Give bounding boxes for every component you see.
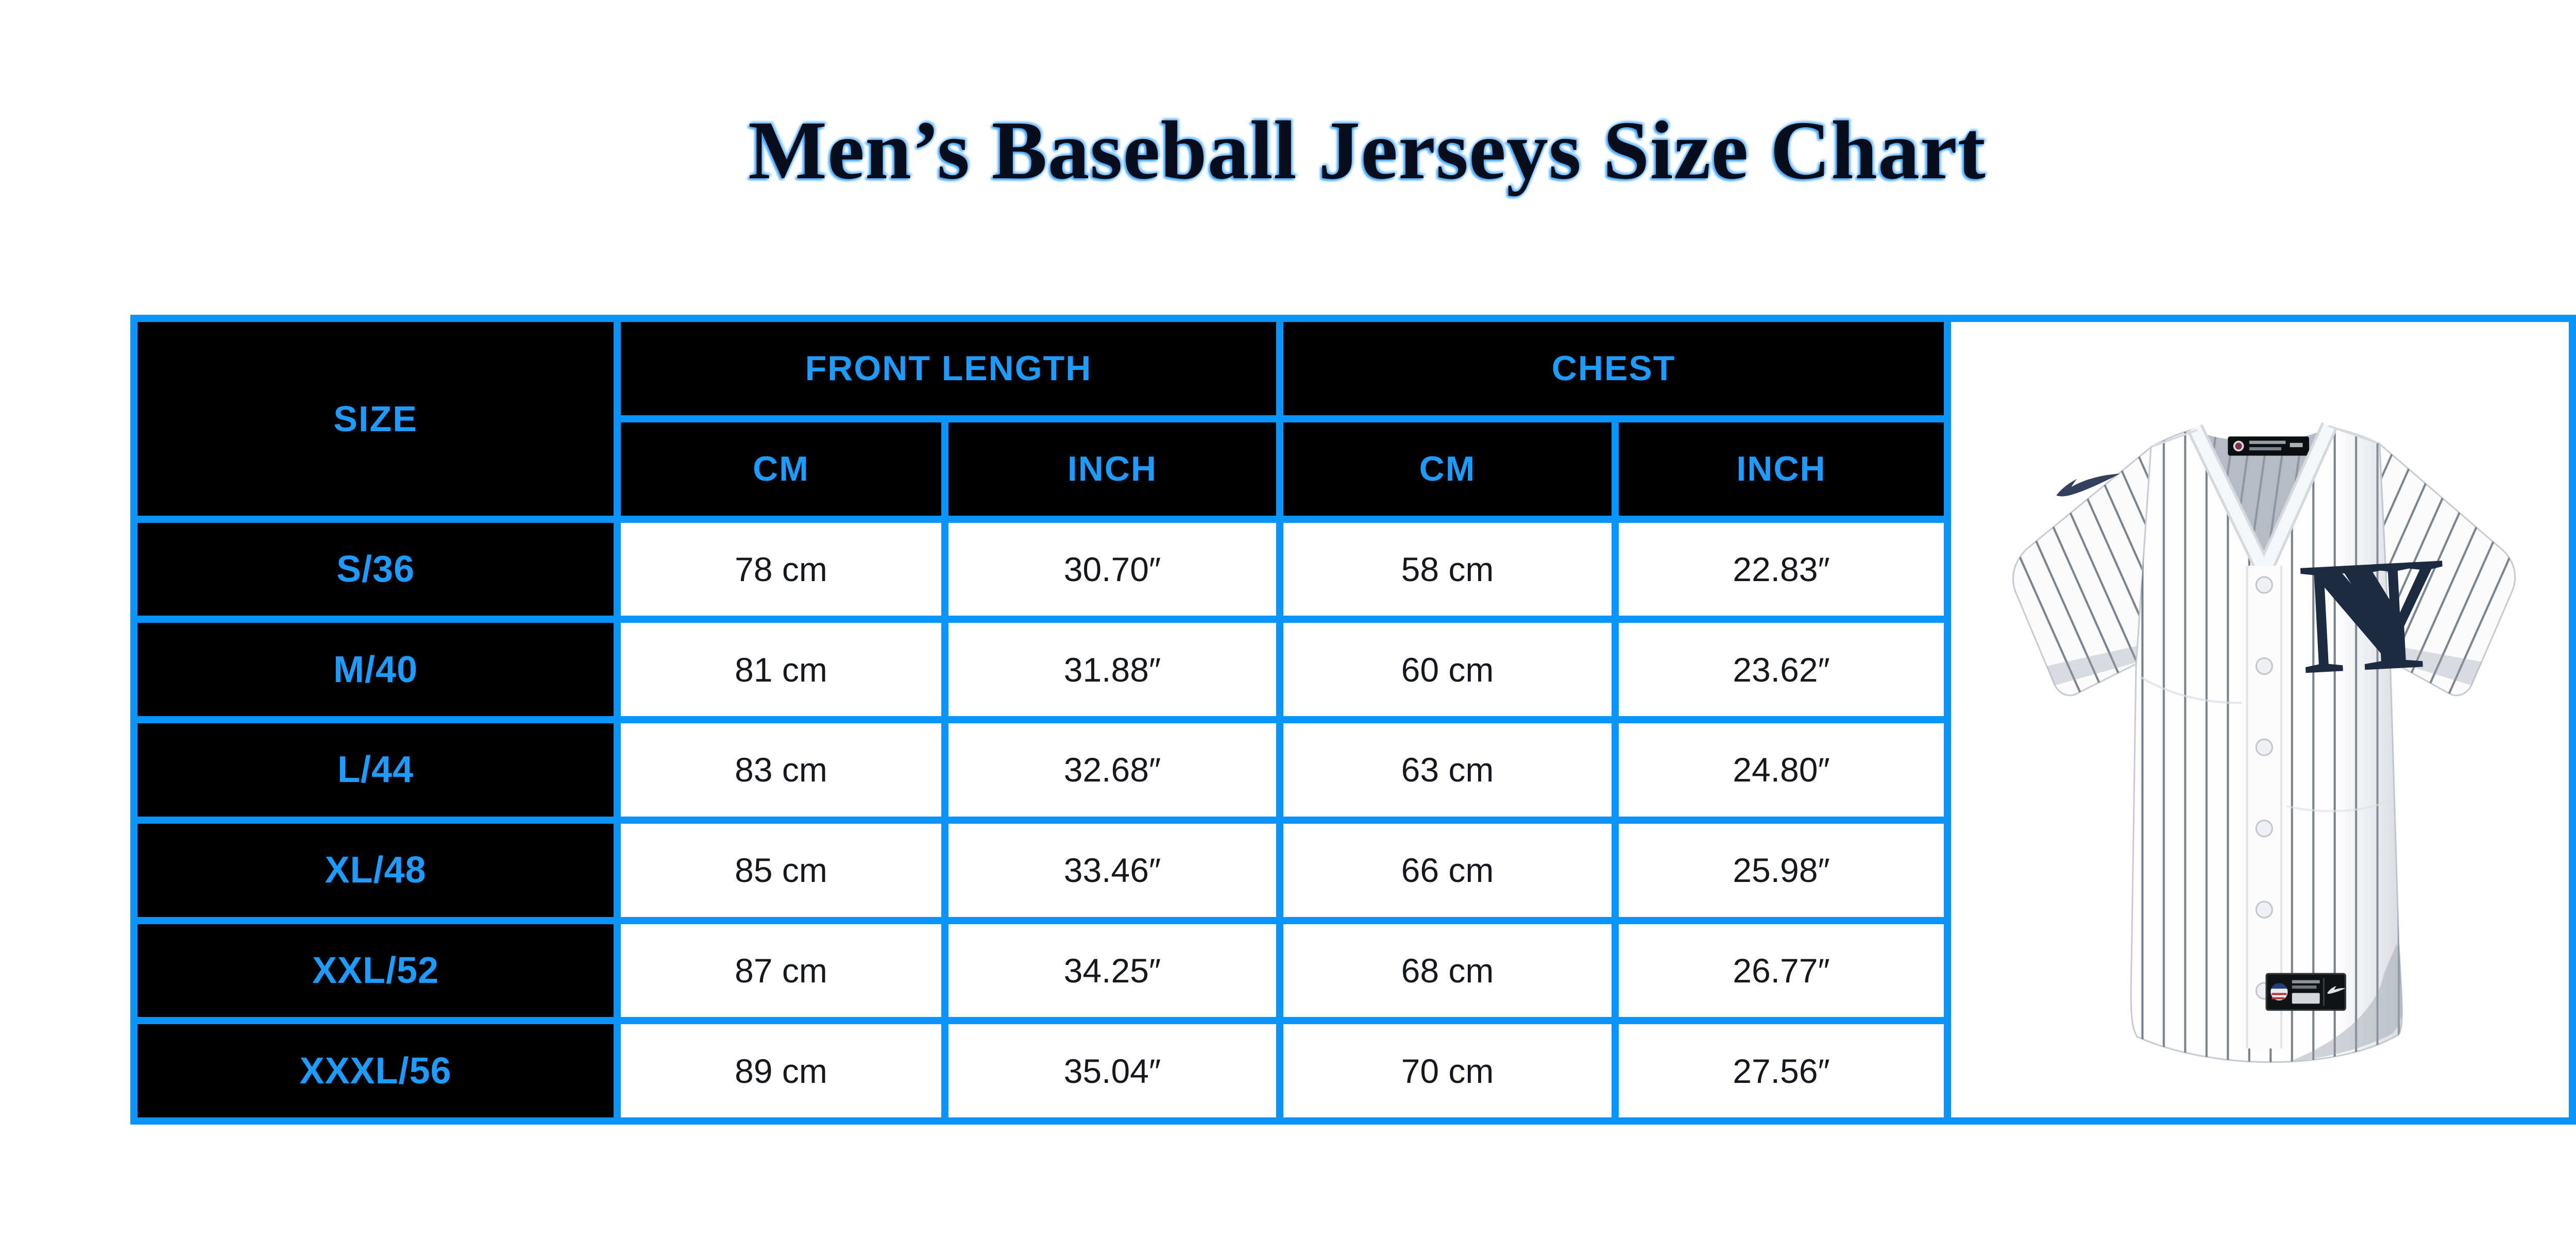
chest-cm: 68 cm xyxy=(1283,924,1612,1017)
size-chart-table: SIZE FRONT LENGTH CHEST CM INCH CM INCH … xyxy=(130,315,2576,1125)
shoulder-seams xyxy=(2153,424,2378,448)
header-chest: CHEST xyxy=(1283,322,1944,415)
chest-inch: 24.80″ xyxy=(1619,723,1944,817)
header-size: SIZE xyxy=(138,322,614,516)
page-title: Men’s Baseball Jerseys Size Chart xyxy=(748,105,1986,197)
size-label: L/44 xyxy=(138,723,614,817)
front-length-cm: 89 cm xyxy=(621,1024,941,1117)
chest-inch: 23.62″ xyxy=(1619,623,1944,716)
front-length-cm: 85 cm xyxy=(621,823,941,917)
chest-cm: 66 cm xyxy=(1283,823,1612,917)
jersey-panel: NY xyxy=(1951,322,2569,1117)
collar-label xyxy=(2228,436,2309,456)
size-label: XL/48 xyxy=(138,823,614,917)
chest-cm: 70 cm xyxy=(1283,1024,1612,1117)
size-label: M/40 xyxy=(138,623,614,716)
chest-inch: 25.98″ xyxy=(1619,823,1944,917)
jersey-placket xyxy=(2242,566,2287,1049)
chest-cm: 60 cm xyxy=(1283,623,1612,716)
front-length-cm: 81 cm xyxy=(621,623,941,716)
nike-swoosh-icon xyxy=(2056,473,2121,497)
front-length-cm: 83 cm xyxy=(621,723,941,817)
front-length-cm: 87 cm xyxy=(621,924,941,1017)
front-length-cm: 78 cm xyxy=(621,522,941,616)
chest-cm: 63 cm xyxy=(1283,723,1612,817)
size-label: S/36 xyxy=(138,522,614,616)
jersey-image: NY xyxy=(2012,422,2516,1063)
chest-inch: 27.56″ xyxy=(1619,1024,1944,1117)
front-length-inch: 35.04″ xyxy=(948,1024,1276,1117)
chest-inch: 26.77″ xyxy=(1619,924,1944,1017)
front-length-inch: 31.88″ xyxy=(948,623,1276,716)
subheader-front-inch: INCH xyxy=(948,422,1276,516)
front-length-inch: 33.46″ xyxy=(948,823,1276,917)
jersey-buttons xyxy=(2255,576,2273,1000)
size-label: XXL/52 xyxy=(138,924,614,1017)
front-length-inch: 32.68″ xyxy=(948,723,1276,817)
chest-cm: 58 cm xyxy=(1283,522,1612,616)
size-label: XXXL/56 xyxy=(138,1024,614,1117)
header-front-length: FRONT LENGTH xyxy=(621,322,1276,415)
jock-tag xyxy=(2265,973,2346,1011)
front-length-inch: 34.25″ xyxy=(948,924,1276,1017)
front-length-inch: 30.70″ xyxy=(948,522,1276,616)
subheader-chest-cm: CM xyxy=(1283,422,1612,516)
subheader-chest-inch: INCH xyxy=(1619,422,1944,516)
subheader-front-cm: CM xyxy=(621,422,941,516)
chest-inch: 22.83″ xyxy=(1619,522,1944,616)
